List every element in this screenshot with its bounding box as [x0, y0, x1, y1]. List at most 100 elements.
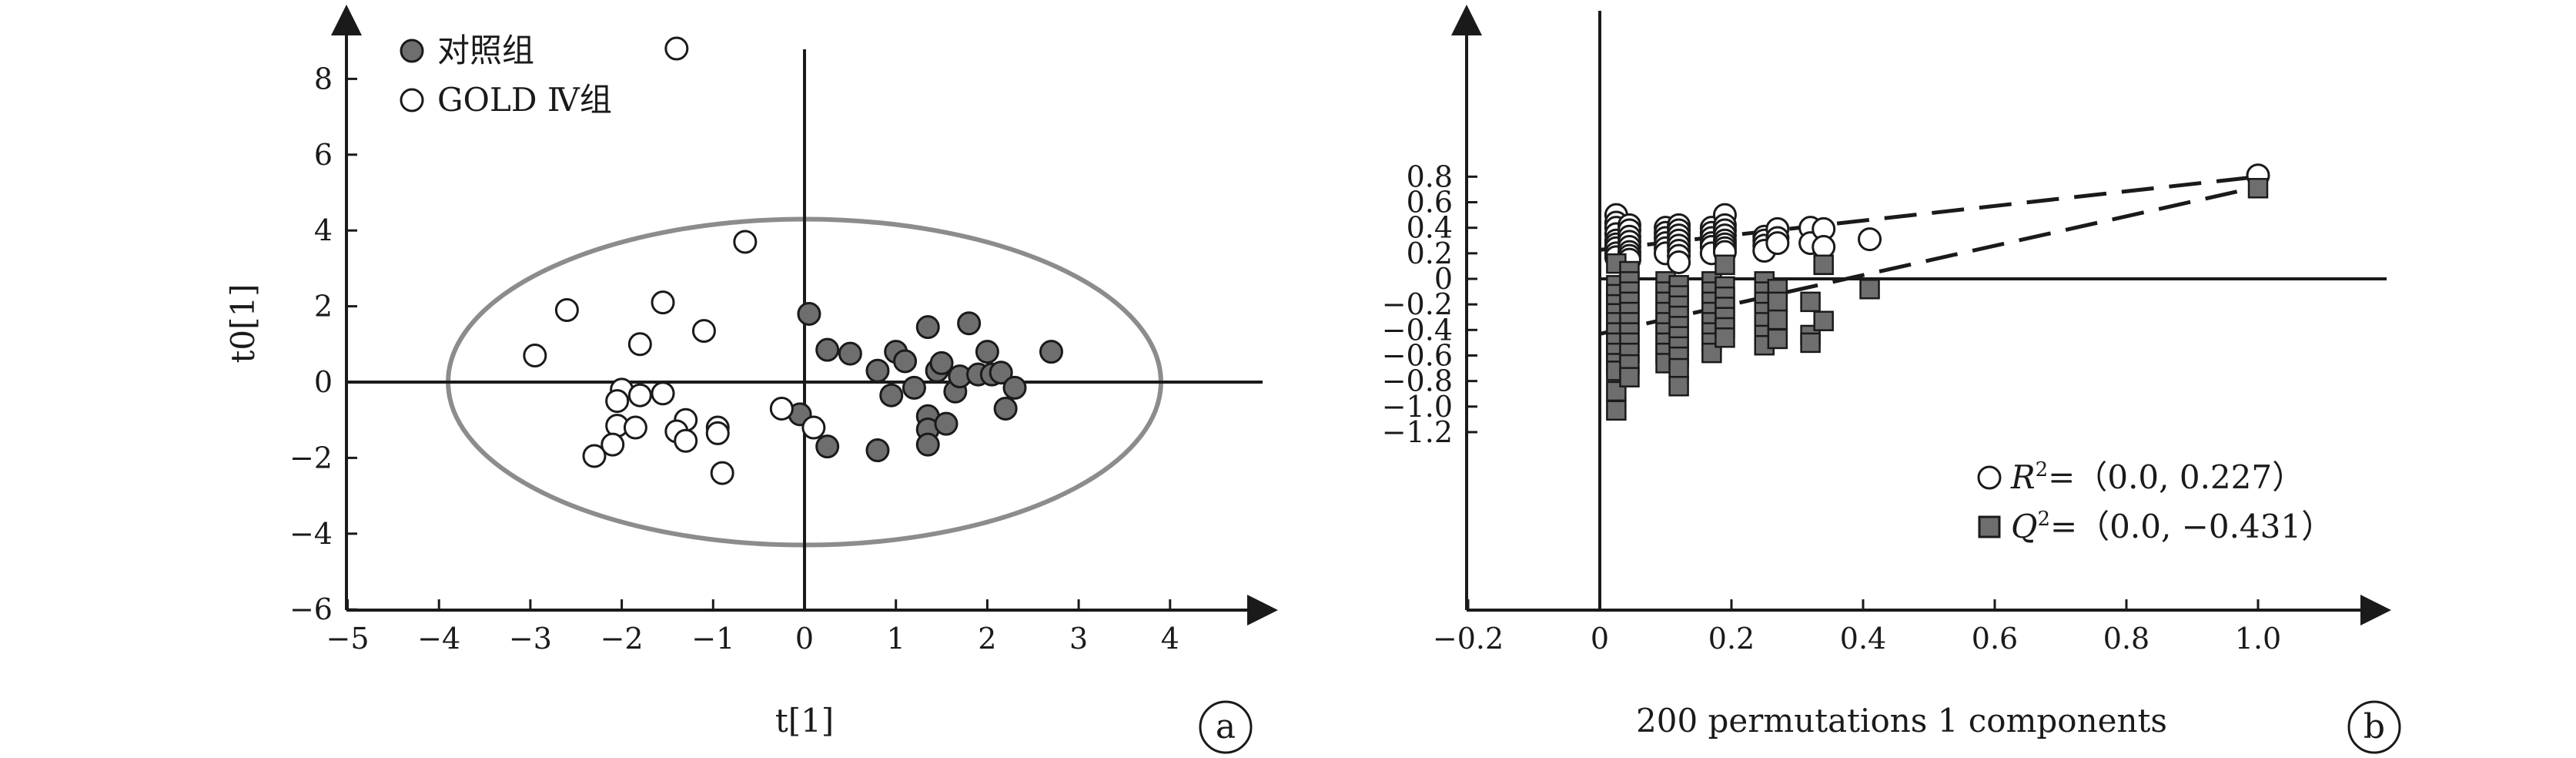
panel-a-label-text: a [1216, 707, 1236, 746]
panel-b-label-text: b [2364, 707, 2385, 746]
legend-a-control-label: 对照组 [437, 32, 534, 69]
panel-b-series-1-point [1668, 357, 1689, 379]
panel-a-x-title: t[1] [775, 702, 834, 740]
panel-a-x-tick-label: −5 [326, 622, 369, 656]
panel-b-series-0-point [1765, 231, 1790, 256]
panel-a-x-tick-label: 0 [795, 622, 814, 656]
panel-b-y-tick-label: 0 [1434, 262, 1453, 296]
panel-b-y-tick-label: −0.4 [1382, 313, 1453, 347]
panel-b-y-tick-label: 0.6 [1407, 186, 1453, 220]
panel-a-series-1-point [801, 415, 826, 440]
legend-a-gold-marker [400, 88, 424, 112]
panel-b-series-1-point [1767, 309, 1788, 330]
panel-a-label-circle [1199, 700, 1253, 754]
panel-a-x-tick-label: −3 [509, 622, 552, 656]
panel-b-series-1-point [1767, 291, 1788, 313]
panel-b-x-tick-label: 0 [1591, 622, 1609, 656]
panel-a-series-0-point [893, 349, 918, 374]
panel-a-series-1-point [601, 432, 625, 457]
panel-a-y-tick-label: 6 [314, 138, 333, 172]
panel-a-series-1-point [554, 298, 579, 323]
panel-b-y-tick-label: −1.0 [1382, 390, 1453, 424]
panel-b-series-0-point [1812, 235, 1836, 260]
panel-b-x-tick-label: 0.4 [1840, 622, 1886, 656]
panel-a-series-0-point [1002, 375, 1027, 400]
panel-b-series-1-point [2247, 178, 2269, 199]
panel-a-series-1-point [651, 290, 675, 315]
panel-a-y-tick-label: −6 [289, 592, 333, 626]
legend-a-control-marker [400, 39, 424, 63]
panel-a-series-1-point [705, 421, 730, 445]
panel-b-regression-lines [1599, 174, 2259, 336]
legend-b-r2-label: R2=（0.0, 0.227） [2010, 458, 2304, 496]
legend-b-r2-text: =（0.0, 0.227） [2048, 458, 2304, 496]
legend-b-q2-label: Q2=（0.0, −0.431） [2011, 508, 2333, 545]
panel-a-series-0-point [915, 315, 940, 340]
panel-b-series-1-point [1800, 332, 1821, 354]
panel-b-x-tick-label: 0.2 [1708, 622, 1755, 656]
panel-a-y-tick-label: 2 [314, 290, 333, 324]
legend-b-q2-sup: 2 [2037, 508, 2050, 531]
panel-b-series-1-point [1715, 254, 1735, 276]
panel-b-series-1-point [1715, 327, 1735, 348]
panel-b-series-1-point [1800, 291, 1821, 313]
legend-b-r2-sup: 2 [2036, 458, 2049, 481]
panel-a-y-title: t0[1] [224, 283, 262, 363]
panel-b-y-tick-label: 0.2 [1407, 236, 1453, 270]
panel-a-x-tick-label: 3 [1069, 622, 1088, 656]
panel-b-series-1-point [1813, 310, 1834, 331]
panel-b-x-title: 200 permutations 1 components [1636, 702, 2167, 740]
legend-b-r2-marker [1977, 465, 2002, 490]
panel-a-series-0-point [929, 350, 954, 375]
panel-a-series-0-point [975, 340, 999, 364]
panel-b-series-0-point [1858, 227, 1882, 252]
panel-b-y-tick-label: −0.6 [1382, 338, 1453, 372]
panel-a-chart: −5 −4 −3 −2 −1 0 1 2 3 4 −6 −4 −2 0 2 4 6 8 t[1] t0[1] 对照… [224, 5, 1278, 754]
panel-a-series-0-point [838, 341, 862, 366]
panel-b-y-tick-label: −0.8 [1382, 364, 1453, 398]
panel-b-series-1-point [1859, 279, 1880, 300]
panel-b-points [1604, 163, 2270, 421]
panel-a-series-1-point [627, 332, 652, 357]
panel-a-ticks: −5 −4 −3 −2 −1 0 1 2 3 4 −6 −4 −2 0 2 4 6 8 [289, 62, 1179, 656]
panel-a-y-tick-label: −2 [289, 441, 333, 475]
panel-b-y-tick-label: 0.8 [1407, 159, 1453, 193]
panel-a-series-0-point [989, 361, 1013, 385]
panel-b-x-tick-label: 0.8 [2103, 622, 2149, 656]
panel-a-series-0-point [815, 337, 840, 362]
panel-a-series-0-point [797, 301, 821, 326]
panel-a-y-tick-label: 4 [314, 213, 333, 247]
panel-a-series-0-point [879, 383, 904, 408]
panel-b-x-tick-label: −0.2 [1433, 622, 1504, 656]
legend-a-gold-label: GOLD Ⅳ组 [437, 81, 612, 119]
panel-a-series-1-point [674, 428, 698, 453]
panel-a-axes [331, 5, 1278, 626]
panel-a-x-tick-label: −2 [601, 622, 644, 656]
panel-a-legend: 对照组 GOLD Ⅳ组 [400, 32, 612, 119]
panel-b-series-0-point [1667, 250, 1691, 274]
panel-a-series-1-point [664, 36, 689, 61]
panel-b-series-1-point [1668, 376, 1689, 397]
panel-a-points [523, 36, 1063, 485]
panel-a-series-0-point [915, 432, 940, 457]
panel-a-series-1-point [627, 383, 652, 408]
panel-a-x-tick-label: 4 [1161, 622, 1179, 656]
legend-b-r2-symbol: R [2010, 458, 2036, 496]
panel-b-y-tick-label: 0.4 [1407, 211, 1453, 245]
panel-a-label: a [1199, 700, 1253, 754]
panel-a-series-0-point [865, 438, 890, 463]
panel-b-y-tick-label: −1.2 [1382, 415, 1453, 449]
panel-b-series-0-regression-line [1599, 174, 2259, 252]
panel-a-series-1-point [710, 461, 734, 485]
panel-a-series-0-point [1039, 340, 1063, 364]
panel-b-series-1-point [1606, 400, 1627, 421]
panel-b-y-tick-label: −0.2 [1382, 287, 1453, 321]
legend-b-q2-marker [1978, 515, 2001, 538]
panel-a-series-0-point [934, 411, 958, 436]
panel-a-x-tick-label: −1 [691, 622, 734, 656]
panel-a-y-tick-label: 0 [314, 365, 333, 399]
panel-a-x-tick-label: 2 [978, 622, 996, 656]
panel-a-series-0-point [815, 434, 840, 459]
panel-a-series-1-point [733, 230, 758, 254]
panel-a-x-tick-label: −4 [417, 622, 460, 656]
